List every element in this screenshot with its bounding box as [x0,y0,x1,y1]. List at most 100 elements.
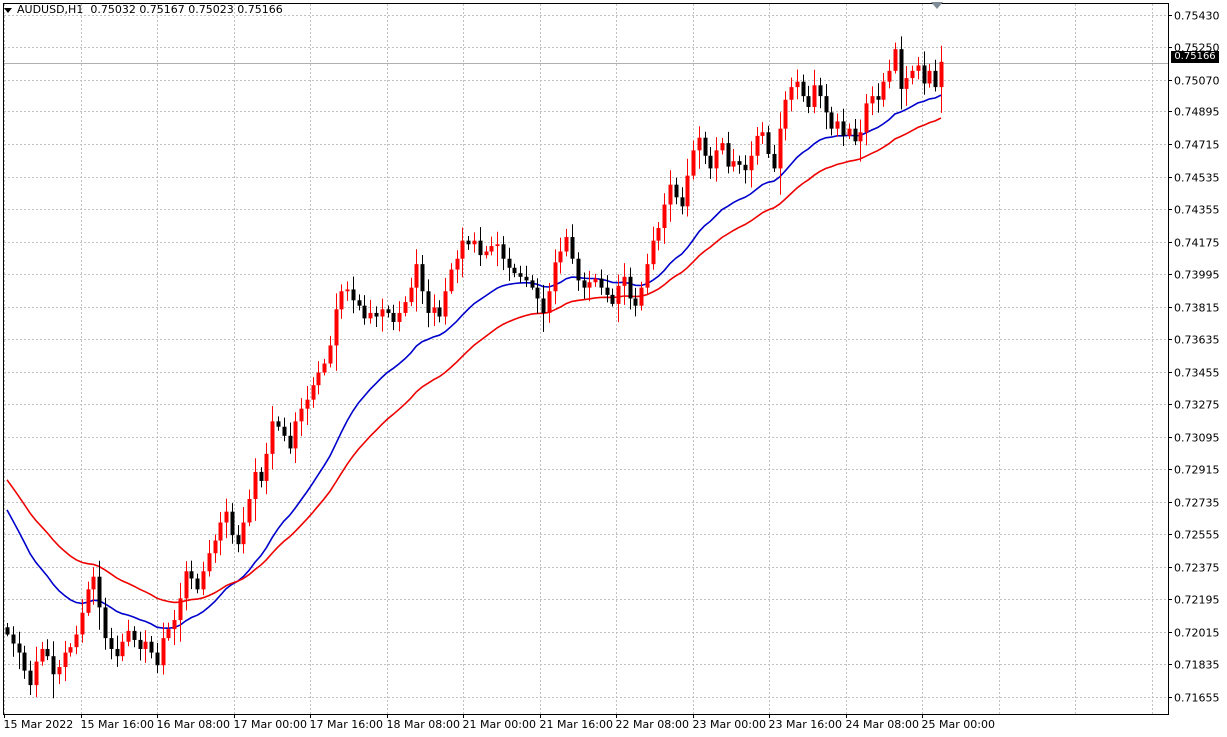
x-tick-label: 22 Mar 08:00 [616,718,689,731]
candle-body [68,647,73,653]
x-tick-label: 25 Mar 00:00 [922,718,995,731]
candle-body [651,240,656,265]
candle-body [708,155,713,169]
candle-body [847,128,852,136]
ohlc-label: 0.75032 0.75167 0.75023 0.75166 [90,3,283,16]
candle-body [184,571,189,599]
candle-body [80,612,85,635]
candle-body [51,656,56,675]
candle-body [288,435,293,449]
candle-body [876,96,881,100]
candle-body [668,184,673,205]
y-tick-label: 0.74175 [1174,237,1220,250]
candle-body [374,312,379,317]
x-tick-label: 24 Mar 08:00 [846,718,919,731]
candle-body [63,652,68,668]
price-axis: 0.754300.752500.750700.748950.747150.745… [1168,10,1220,705]
y-tick-label: 0.74355 [1174,204,1220,217]
candle-body [178,598,183,621]
candle-body [691,150,696,176]
x-tick-label: 21 Mar 16:00 [540,718,613,731]
candle-body [270,421,275,454]
candle-body [622,276,627,286]
candle-body [697,137,702,151]
candle-body [887,70,892,82]
candle-body [783,99,788,129]
dropdown-triangle-icon[interactable] [4,7,12,13]
candle-body [656,228,661,241]
candle-body [495,244,500,247]
candle-body [558,251,563,263]
candle-body [737,161,742,165]
candle-body [5,627,10,635]
candle-body [743,164,748,171]
candle-body [45,648,50,657]
y-tick-label: 0.74895 [1174,106,1220,119]
candle-body [11,634,16,644]
candle-body [403,302,408,313]
candle-body [218,522,223,541]
candle-body [143,641,148,649]
chart-header[interactable]: AUDUSD,H1 0.75032 0.75167 0.75023 0.7516… [4,3,283,16]
candle-body [939,61,944,88]
candle-body [870,96,875,104]
candle-body [680,197,685,207]
y-tick-label: 0.73455 [1174,367,1220,380]
plot-area-border [3,3,1169,715]
x-tick-label: 17 Mar 00:00 [234,718,307,731]
ma-slow-line [6,117,942,604]
candle-body [311,385,316,400]
candle-body [507,258,512,268]
candle-body [17,643,22,653]
candle-body [351,289,356,301]
x-tick-label: 16 Mar 08:00 [157,718,230,731]
candle-body [132,630,137,640]
candle-body [195,578,200,590]
y-tick-label: 0.75430 [1174,10,1220,23]
candle-body [368,312,373,319]
y-tick-label: 0.71835 [1174,659,1220,672]
candles [5,36,944,699]
candle-body [605,287,610,295]
candle-body [576,258,581,281]
candle-body [818,85,823,97]
candle-body [518,273,523,277]
candle-body [109,638,114,649]
candle-body [564,237,569,252]
candle-body [138,639,143,649]
candle-body [28,670,33,686]
candle-body [910,70,915,79]
y-tick-label: 0.73815 [1174,302,1220,315]
candle-body [599,278,604,288]
candle-body [489,246,494,252]
candle-body [801,81,806,97]
ma-fast-line [6,94,942,630]
candle-body [610,294,615,304]
y-tick-label: 0.71655 [1174,692,1220,705]
candle-body [755,135,760,156]
candle-body [305,399,310,409]
x-tick-label: 17 Mar 16:00 [310,718,383,731]
symbol-label: AUDUSD,H1 [17,3,84,16]
moving-averages [6,94,942,630]
candle-body [161,638,166,666]
candle-body [795,81,800,88]
candle-body [380,309,385,317]
candle-body [927,70,932,84]
candle-body [299,408,304,422]
y-tick-label: 0.72915 [1174,464,1220,477]
candle-body [547,291,552,313]
candle-body [582,280,587,288]
candle-body [633,298,638,306]
candle-body [864,103,869,133]
candle-body [282,426,287,436]
candle-body [414,264,419,288]
candle-body [893,49,898,71]
candle-body [501,244,506,259]
grid-lines [4,4,1168,714]
chart-shift-marker-icon[interactable] [931,2,943,9]
candle-body [316,372,321,386]
candle-body [155,652,160,666]
